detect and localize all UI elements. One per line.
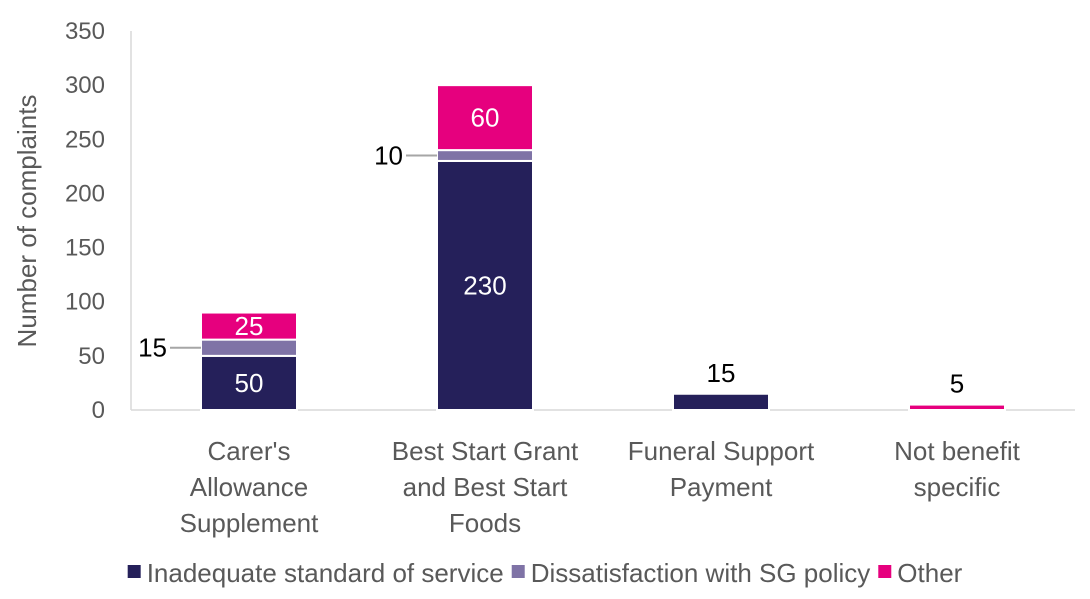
y-axis-ticks: 0 50 100 150 200 250 300 350 (65, 18, 105, 424)
bar-segment (672, 392, 770, 411)
data-label: 15 (707, 358, 736, 388)
bar-segment (200, 354, 298, 412)
data-label: 230 (463, 270, 506, 300)
legend-label: Dissatisfaction with SG policy (531, 558, 871, 588)
legend-label: Inadequate standard of service (147, 558, 504, 588)
y-tick-label: 100 (65, 289, 105, 316)
category-label: Allowance (190, 472, 309, 502)
bar-segment (436, 159, 534, 411)
category-label: Not benefit (894, 436, 1021, 466)
bar-segment (200, 311, 298, 341)
category-label: Foods (449, 508, 521, 538)
data-label: 5 (950, 369, 964, 399)
data-label: 10 (374, 141, 403, 171)
y-tick-label: 50 (78, 343, 105, 370)
y-tick-label: 300 (65, 72, 105, 99)
category-label: Funeral Support (628, 436, 815, 466)
y-tick-label: 250 (65, 126, 105, 153)
y-axis-title: Number of complaints (12, 95, 42, 348)
y-tick-label: 200 (65, 180, 105, 207)
data-label: 15 (138, 333, 167, 363)
bars-group (200, 84, 1006, 412)
category-label: Payment (670, 472, 773, 502)
legend-swatch (511, 565, 525, 578)
legend-swatch (878, 565, 892, 578)
data-label: 25 (235, 311, 264, 341)
data-labels-group: 50 15 25 230 10 60 15 5 (138, 103, 964, 399)
legend-label: Other (897, 558, 962, 588)
data-label: 50 (235, 368, 264, 398)
category-label: specific (914, 472, 1001, 502)
bar-segment (436, 84, 534, 152)
legend-swatch (127, 565, 141, 578)
y-tick-label: 350 (65, 18, 105, 45)
bar-segment (908, 403, 1006, 412)
category-labels-group: Carer's Allowance Supplement Best Start Gra… (180, 436, 1021, 538)
y-tick-label: 150 (65, 235, 105, 262)
category-label: Supplement (180, 508, 320, 538)
data-label: 60 (471, 103, 500, 133)
category-label: and Best Start (403, 472, 569, 502)
bar-segment (200, 338, 298, 357)
legend: Inadequate standard of service Dissatisfa… (127, 558, 963, 588)
category-label: Carer's (208, 436, 291, 466)
category-label: Best Start Grant (392, 436, 579, 466)
bar-segment (436, 149, 534, 162)
y-tick-label: 0 (92, 397, 105, 424)
